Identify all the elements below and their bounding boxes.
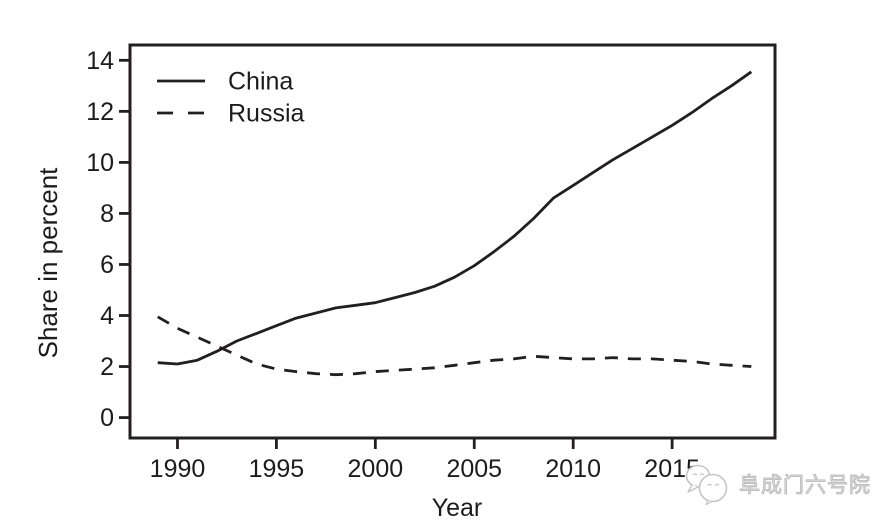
y-tick-label: 0 [100, 404, 114, 432]
x-axis-title: Year [432, 494, 483, 522]
x-tick-label: 1990 [150, 455, 206, 483]
x-tick-label: 2010 [545, 455, 601, 483]
y-tick-label: 2 [100, 353, 114, 381]
x-tick-label: 1995 [249, 455, 305, 483]
y-axis-title: Share in percent [33, 167, 63, 359]
series-line-china [157, 70, 753, 366]
y-tick-label: 12 [86, 98, 114, 126]
legend-label-russia: Russia [228, 100, 305, 128]
y-tick-label: 14 [86, 47, 114, 75]
x-tick-label: 2015 [644, 455, 700, 483]
y-tick-label: 4 [100, 302, 114, 330]
legend-label-china: China [228, 68, 293, 96]
series-line-russia [156, 315, 752, 377]
x-tick-label: 2000 [348, 455, 404, 483]
y-tick-label: 10 [86, 149, 114, 177]
y-tick-label: 8 [100, 200, 114, 228]
plot-border [128, 43, 777, 440]
y-tick-label: 6 [100, 251, 114, 279]
x-tick-label: 2005 [446, 455, 502, 483]
